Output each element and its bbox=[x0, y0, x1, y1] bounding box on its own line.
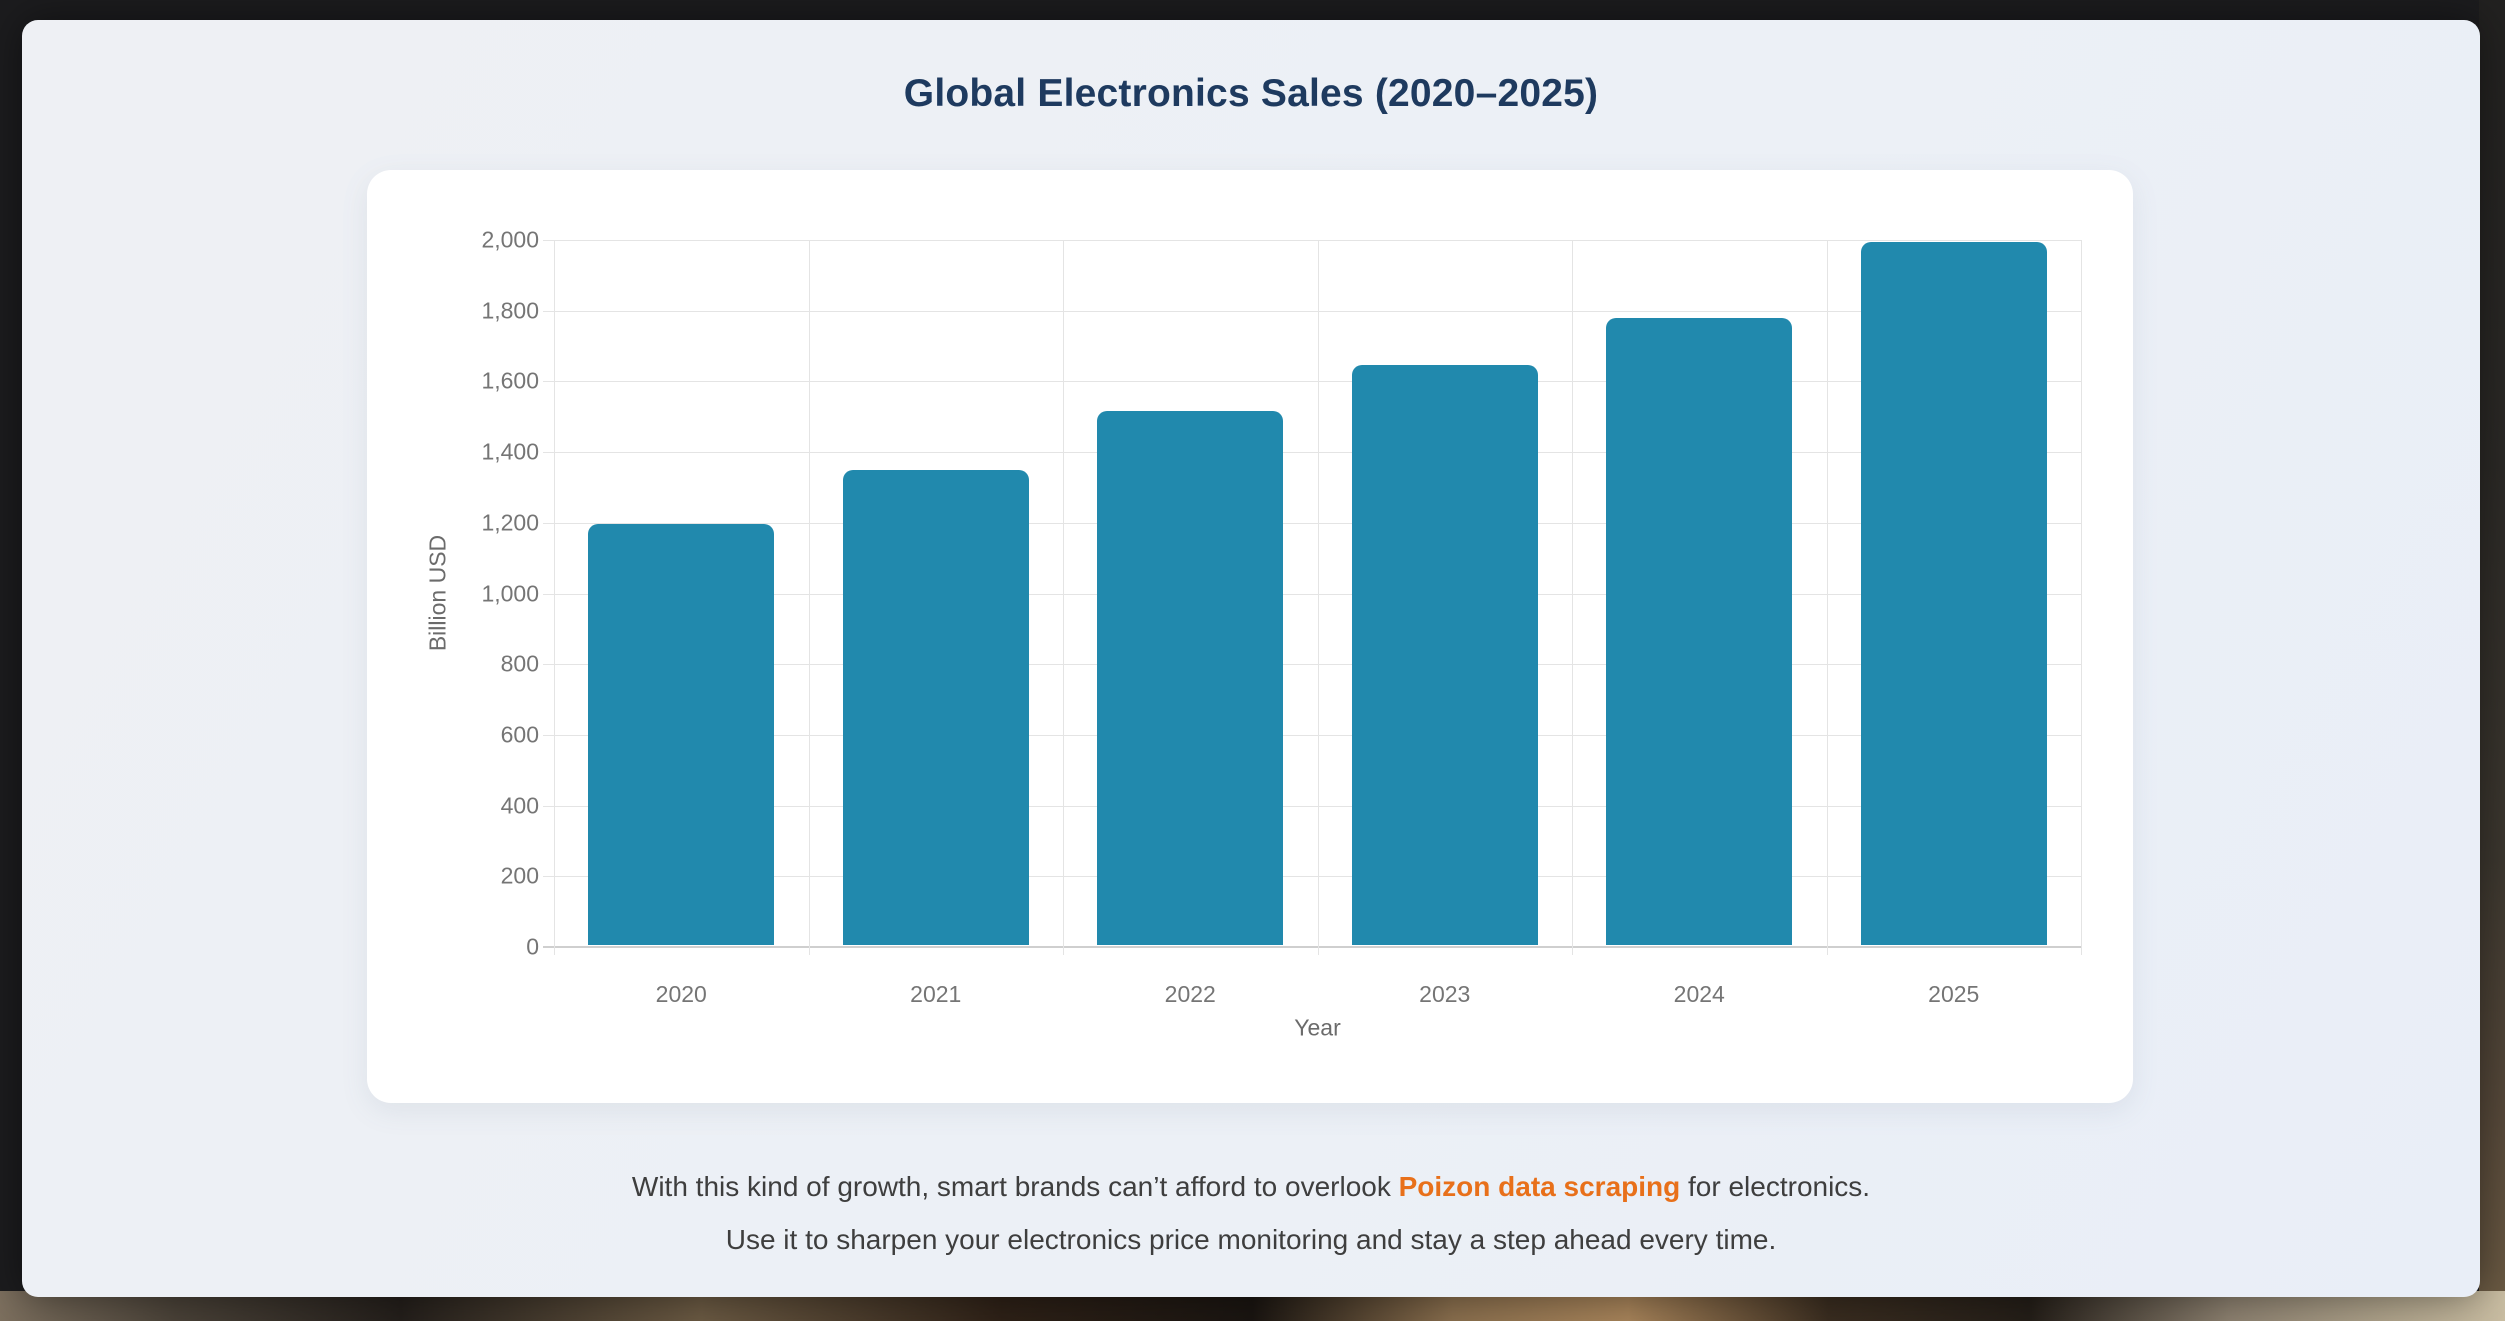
y-gridline-1000 bbox=[543, 593, 2081, 595]
x-axis-label: Year bbox=[1294, 1014, 1341, 1041]
x-gridline-5 bbox=[1827, 240, 1828, 955]
x-gridline-1 bbox=[809, 240, 810, 955]
x-tick-label-2022: 2022 bbox=[1164, 981, 1216, 1007]
x-gridline-4 bbox=[1572, 240, 1573, 955]
y-tick-label-600: 600 bbox=[500, 721, 539, 748]
y-gridline-0 bbox=[543, 946, 2081, 948]
bar-2020 bbox=[588, 524, 774, 945]
y-gridline-1400 bbox=[543, 452, 2081, 454]
x-tick-label-2023: 2023 bbox=[1419, 981, 1471, 1007]
y-gridline-2000 bbox=[543, 240, 2081, 241]
y-tick-label-1400: 1,400 bbox=[481, 438, 539, 465]
y-tick-label-0: 0 bbox=[526, 933, 539, 960]
bar-2025 bbox=[1861, 242, 2047, 945]
bar-2021 bbox=[843, 470, 1029, 945]
footer-line-2: Use it to sharpen your electronics price… bbox=[725, 1224, 1777, 1255]
bar-2024 bbox=[1606, 318, 1792, 945]
y-tick-label-200: 200 bbox=[500, 862, 539, 889]
y-tick-label-1800: 1,800 bbox=[481, 297, 539, 324]
chart-card: 0 200 400 600 800 1,000 1,200 1,400 1,600 1,800 2,… bbox=[367, 170, 2133, 1103]
y-gridline-1600 bbox=[543, 381, 2081, 383]
page-title: Global Electronics Sales (2020–2025) bbox=[903, 72, 1599, 115]
poizon-link[interactable]: Poizon data scraping bbox=[1398, 1171, 1681, 1202]
y-gridline-400 bbox=[543, 805, 2081, 807]
y-gridline-200 bbox=[543, 876, 2081, 878]
y-gridline-600 bbox=[543, 734, 2081, 736]
y-tick-label-400: 400 bbox=[500, 792, 539, 819]
x-tick-label-2025: 2025 bbox=[1928, 981, 1980, 1007]
y-axis-line bbox=[554, 240, 555, 955]
x-tick-label-2021: 2021 bbox=[910, 981, 962, 1007]
bar-2022 bbox=[1097, 411, 1283, 945]
footer-line-1: With this kind of growth, smart brands c… bbox=[22, 1160, 2480, 1213]
bar-2023 bbox=[1352, 365, 1538, 945]
y-axis-label: Billion USD bbox=[424, 534, 451, 652]
background-photo-right-strip bbox=[2479, 0, 2505, 1321]
y-gridline-1200 bbox=[543, 522, 2081, 524]
y-tick-label-1200: 1,200 bbox=[481, 509, 539, 536]
y-gridline-800 bbox=[543, 664, 2081, 666]
footer-caption: With this kind of growth, smart brands c… bbox=[22, 1160, 2480, 1266]
plot-area: 0 200 400 600 800 1,000 1,200 1,400 1,600 1,800 2,… bbox=[481, 227, 2082, 1007]
x-gridline-6 bbox=[2081, 240, 2082, 955]
x-tick-label-2024: 2024 bbox=[1673, 981, 1725, 1007]
footer-line-1-prefix: With this kind of growth, smart brands c… bbox=[631, 1171, 1399, 1202]
x-gridline-2 bbox=[1063, 240, 1064, 955]
y-tick-label-1600: 1,600 bbox=[481, 367, 539, 394]
x-tick-label-2020: 2020 bbox=[655, 981, 707, 1007]
footer-line-1-suffix: for electronics. bbox=[1680, 1171, 1871, 1202]
y-tick-label-1000: 1,000 bbox=[481, 580, 539, 606]
x-gridline-3 bbox=[1318, 240, 1319, 955]
y-tick-label-2000: 2,000 bbox=[481, 226, 539, 253]
y-gridline-1800 bbox=[543, 310, 2081, 312]
y-tick-label-800: 800 bbox=[500, 650, 539, 677]
